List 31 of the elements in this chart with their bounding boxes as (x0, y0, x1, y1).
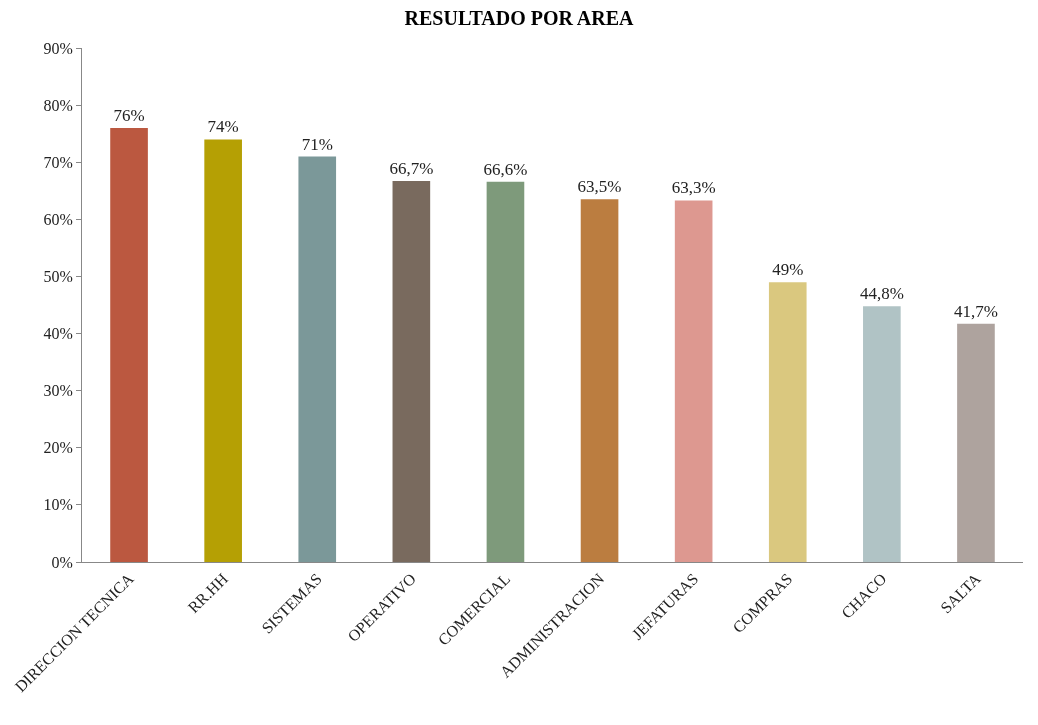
bar (298, 156, 337, 562)
data-label: 76% (113, 105, 145, 125)
bar (392, 181, 431, 562)
data-label: 74% (207, 117, 239, 137)
bar (110, 127, 148, 562)
data-label: 44,8% (859, 284, 904, 304)
bar (863, 306, 901, 562)
bar (768, 282, 807, 562)
bar (204, 139, 242, 562)
chart-title: RESULTADO POR AREA (404, 6, 635, 29)
y-tick-label: 30% (43, 382, 73, 400)
y-tick-label: 80% (43, 96, 73, 114)
data-label: 71% (301, 134, 333, 154)
data-label: 63,3% (671, 178, 716, 198)
y-tick-label: 70% (43, 153, 73, 171)
data-label: 63,5% (577, 177, 622, 197)
data-label: 41,7% (953, 301, 998, 321)
bar (957, 323, 995, 562)
y-tick-label: 90% (43, 39, 73, 57)
data-label: 49% (772, 260, 804, 280)
y-tick-label: 0% (51, 553, 73, 571)
data-label: 66,6% (483, 159, 528, 179)
y-tick-label: 20% (43, 439, 73, 457)
data-label: 66,7% (389, 159, 434, 179)
bar (580, 199, 619, 562)
bar (674, 200, 713, 562)
y-tick-label: 40% (43, 325, 73, 343)
bar (486, 181, 525, 562)
y-tick-label: 10% (43, 496, 73, 514)
y-tick-label: 50% (43, 268, 73, 286)
y-tick-label: 60% (43, 210, 73, 228)
